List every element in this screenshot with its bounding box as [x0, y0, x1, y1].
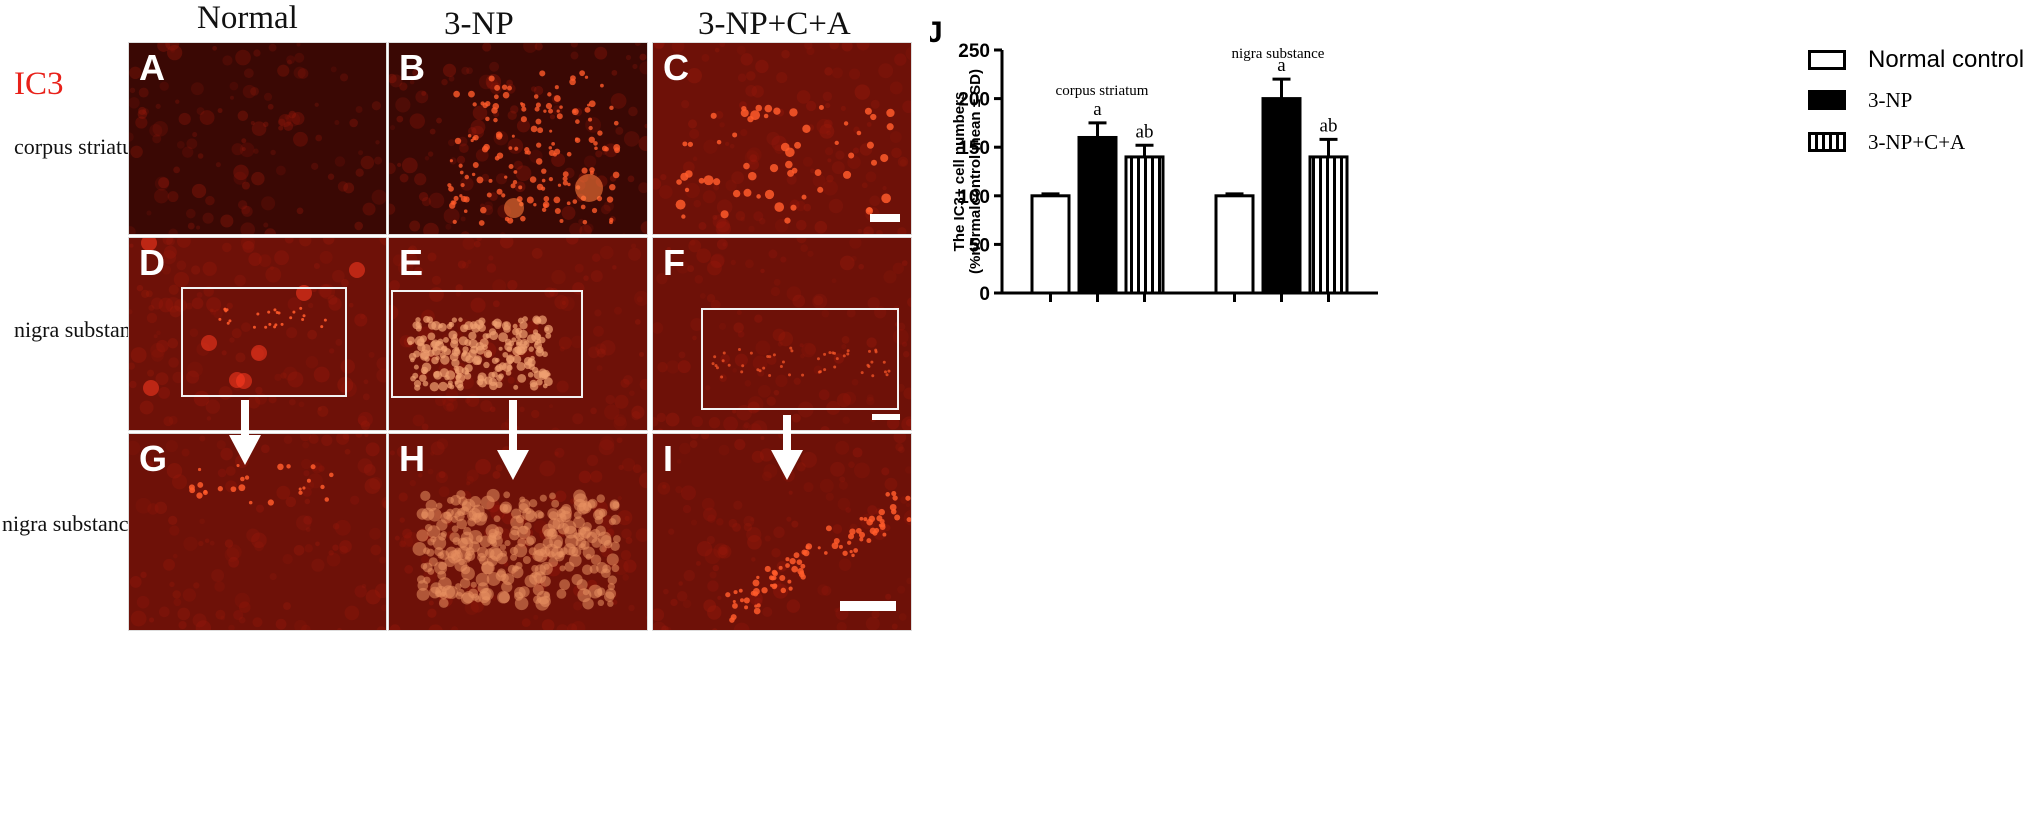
column-title-3np: 3-NP	[444, 6, 514, 42]
legend-swatch-3np	[1808, 90, 1846, 110]
panel-letter: B	[399, 47, 425, 88]
panel-letter: D	[139, 242, 165, 283]
micrograph-panel-g: G	[128, 433, 387, 631]
y-axis-label-line2: (%normalcontrol mean ± SD)	[967, 69, 984, 274]
panel-letter: F	[663, 242, 685, 283]
legend-swatch-3np-ca	[1808, 132, 1846, 152]
micrograph-image	[653, 434, 911, 630]
bar-1-1	[1261, 97, 1302, 295]
micrograph-panel-c: C	[652, 42, 912, 235]
micrograph-image	[389, 435, 647, 630]
row-label-nigra-substance-zoom: nigra substance	[2, 511, 139, 536]
bar-0-2	[1124, 155, 1165, 295]
micrograph-image	[389, 238, 647, 430]
micrograph-panel-b: B	[388, 42, 648, 235]
bar-1-2	[1308, 155, 1349, 295]
micrograph-image	[129, 238, 386, 430]
marker-label: IC3	[14, 66, 64, 102]
inset-box	[391, 290, 583, 398]
y-tick-label: 150	[958, 138, 990, 159]
group-label: nigra substance	[1232, 46, 1325, 62]
panel-letter: H	[399, 438, 425, 479]
group-label: corpus striatum	[1056, 83, 1149, 99]
significance-label: a	[1277, 55, 1286, 76]
column-title-3np-ca: 3-NP+C+A	[698, 6, 851, 42]
row-label-nigra-substance: nigra substance	[14, 317, 151, 342]
significance-label: ab	[1320, 115, 1338, 136]
legend-swatch-normal-control	[1808, 50, 1846, 70]
panel-letter: C	[663, 47, 689, 88]
y-axis-label-line1: The IC3+ cell numbers	[951, 92, 968, 252]
y-tick-label: 100	[958, 187, 990, 208]
y-tick-label: 250	[958, 41, 990, 62]
micrograph-image	[389, 43, 647, 234]
chart-panel-letter: J	[930, 20, 943, 49]
bar-1-0	[1214, 194, 1255, 295]
panel-letter: E	[399, 242, 424, 283]
micrograph-panel-a: A	[128, 42, 387, 235]
micrograph-panel-d: D	[128, 237, 387, 431]
y-tick-label: 0	[979, 284, 990, 305]
scale-bar	[870, 214, 900, 222]
y-tick-label: 50	[969, 235, 990, 256]
inset-box	[181, 287, 347, 397]
scale-bar	[840, 601, 896, 611]
bar-chart-j: J The IC3+ cell numbers (%normalcontrol me…	[930, 20, 1810, 320]
panel-letter: A	[139, 47, 165, 88]
significance-label: ab	[1136, 121, 1154, 142]
micrograph-image	[653, 43, 911, 234]
bar-0-1	[1077, 135, 1118, 295]
panel-letter: G	[139, 438, 168, 479]
legend-label-3np-ca: 3-NP+C+A	[1868, 130, 1966, 154]
bar-0-0	[1030, 194, 1071, 295]
micrograph-panel-e: E	[388, 237, 648, 431]
down-arrow-icon	[771, 415, 803, 480]
inset-box	[701, 308, 899, 410]
row-label-corpus-striatum: corpus striatum	[14, 134, 151, 159]
micrograph-image	[653, 238, 911, 430]
down-arrow-icon	[497, 400, 529, 480]
micrograph-panel-f: F	[652, 237, 912, 431]
down-arrow-icon	[229, 400, 261, 465]
micrograph-image	[129, 434, 386, 630]
micrograph-panel-i: I	[652, 433, 912, 631]
legend-label-normal-control: Normal control	[1868, 46, 2025, 73]
y-tick-label: 200	[958, 90, 990, 111]
significance-label: a	[1093, 99, 1102, 120]
scale-bar	[872, 414, 900, 420]
column-title-normal: Normal	[197, 0, 298, 36]
panel-letter: I	[663, 438, 674, 479]
legend-label-3np: 3-NP	[1868, 88, 1913, 112]
micrograph-image	[129, 43, 386, 234]
